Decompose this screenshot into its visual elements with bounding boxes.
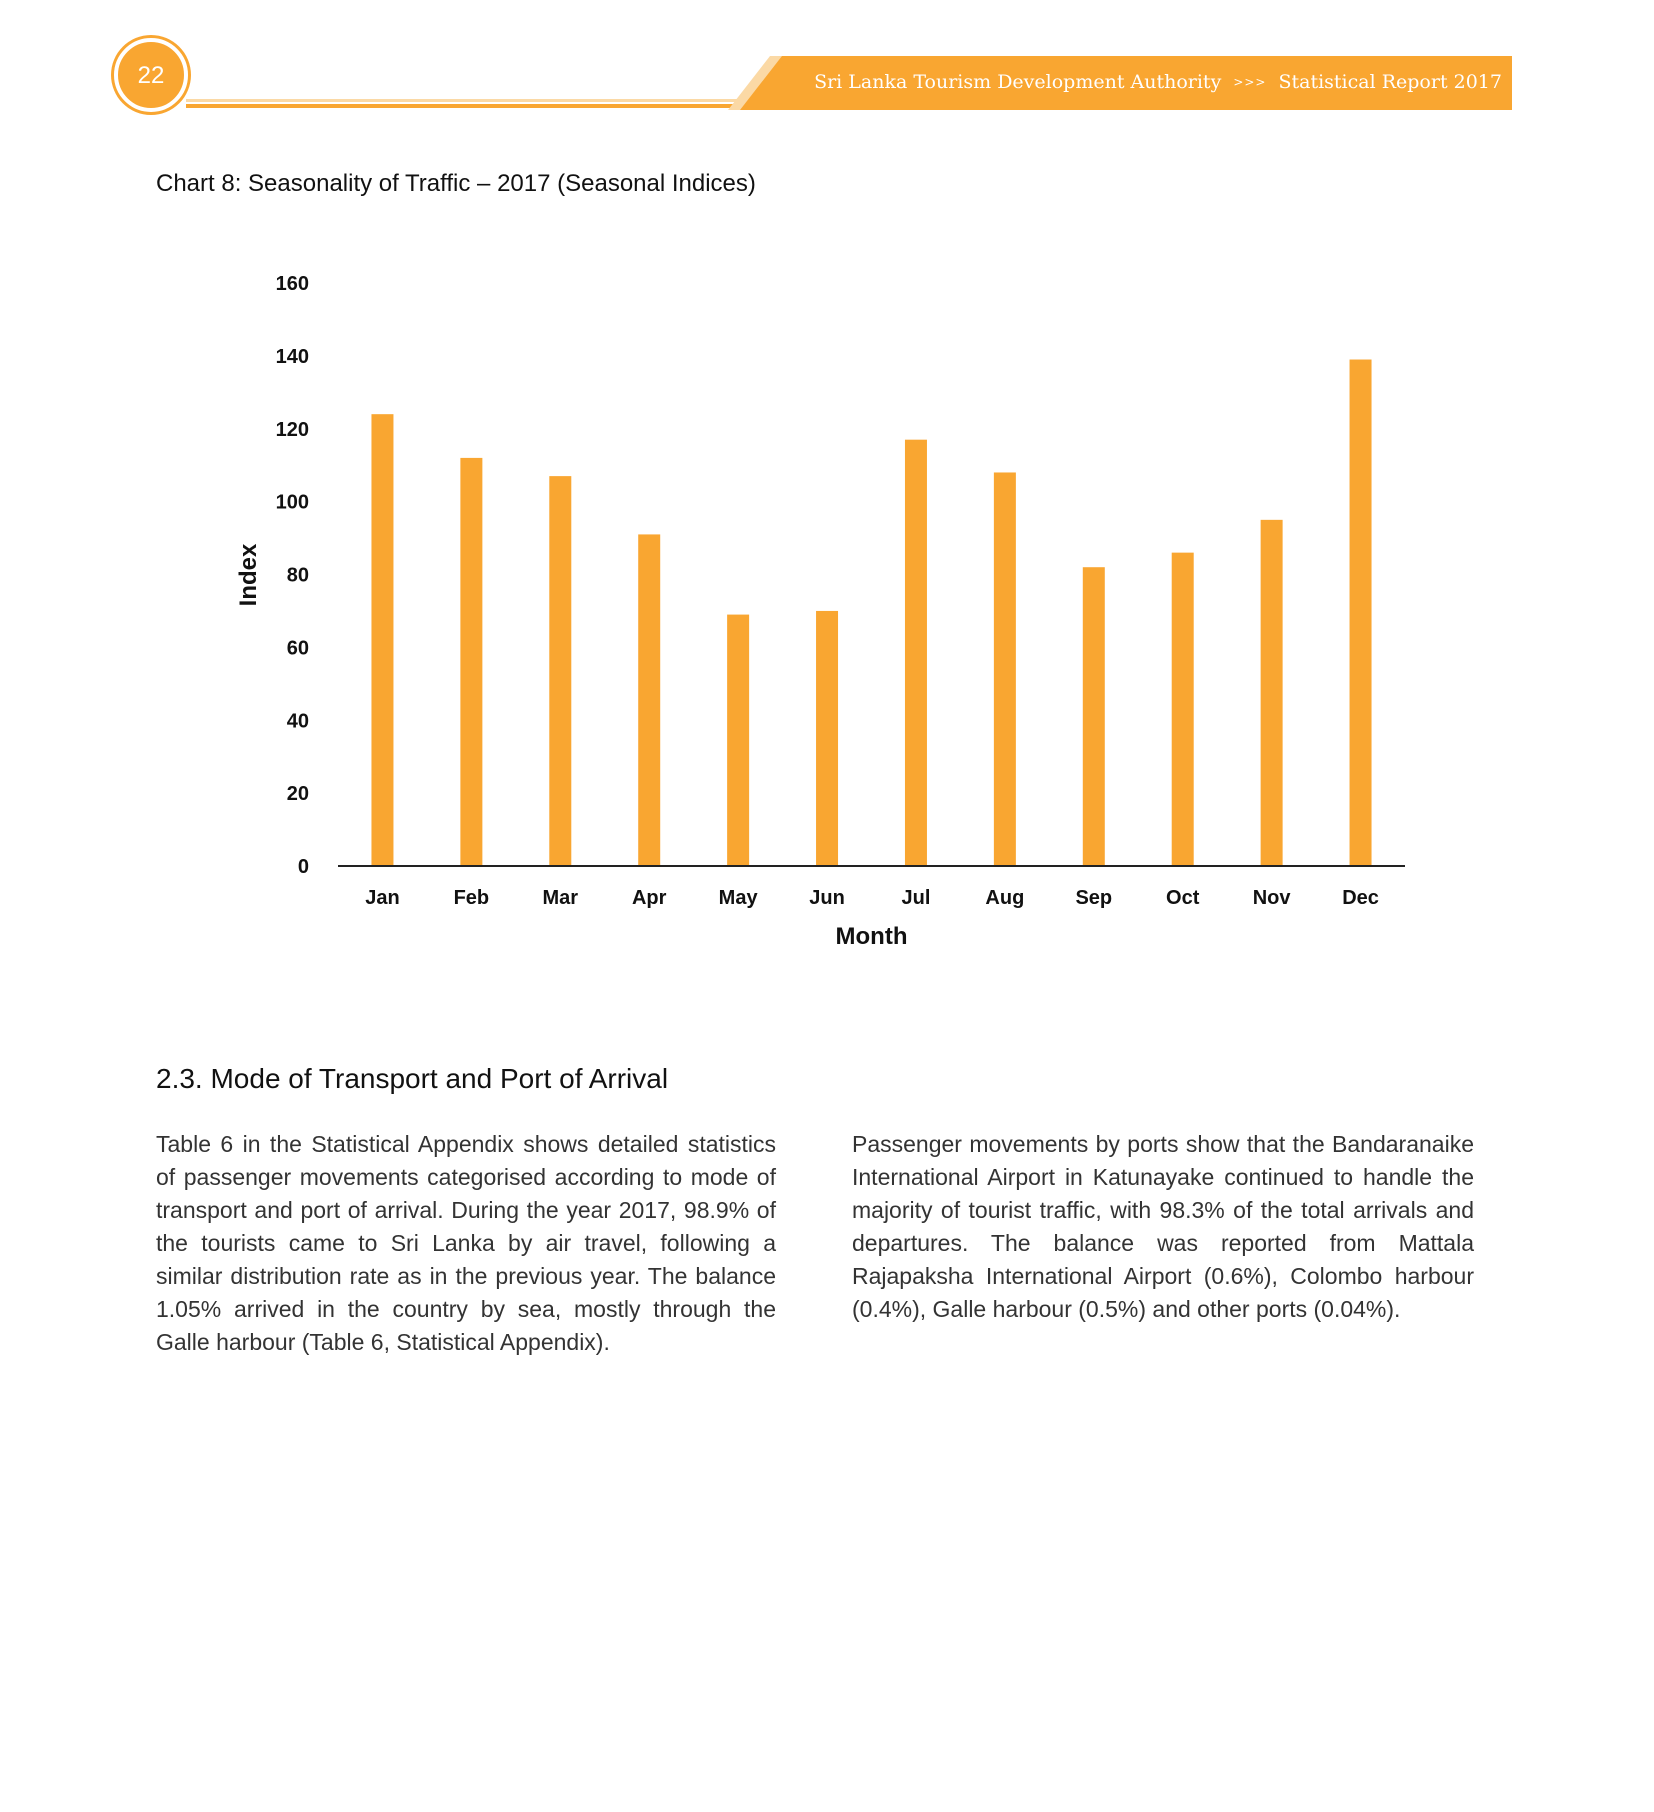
section-heading: 2.3. Mode of Transport and Port of Arriv… (156, 1063, 669, 1094)
x-tick-label: Jul (902, 887, 931, 909)
x-tick-label: Jun (809, 887, 845, 909)
x-axis-ticks: Jan Feb Mar Apr May Jun Jul Aug Sep Oct Nov Dec (365, 887, 1379, 909)
bar-feb (460, 457, 483, 866)
x-tick-label: Feb (454, 887, 490, 909)
bars (371, 359, 1372, 866)
y-axis-title: Index (235, 543, 262, 606)
x-tick-label: Apr (632, 887, 667, 909)
x-tick-label: May (719, 887, 759, 909)
bar-jan (371, 414, 394, 866)
bar-apr (638, 534, 661, 866)
bar-jul (904, 439, 927, 866)
bar-aug (993, 472, 1016, 866)
x-tick-label: Sep (1075, 887, 1112, 909)
y-tick-label: 80 (287, 565, 309, 587)
y-axis-ticks: 0 20 40 60 80 100 120 140 160 (276, 273, 309, 878)
header-org: Sri Lanka Tourism Development Authority (814, 71, 1222, 93)
header-rule-light (186, 99, 746, 102)
paragraph-right: Passenger movements by ports show that t… (852, 1131, 1474, 1322)
y-tick-label: 140 (276, 346, 309, 368)
y-tick-label: 120 (276, 419, 309, 441)
header-report: Statistical Report 2017 (1278, 71, 1502, 93)
bar-jun (816, 610, 839, 866)
header-rule (186, 104, 746, 108)
bar-sep (1082, 567, 1105, 866)
x-tick-label: Nov (1253, 887, 1292, 909)
x-tick-label: Mar (543, 887, 579, 909)
paragraph-left: Table 6 in the Statistical Appendix show… (156, 1131, 776, 1355)
y-tick-label: 60 (287, 637, 309, 659)
x-axis-title: Month (836, 923, 908, 950)
x-tick-label: Jan (365, 887, 399, 909)
y-tick-label: 100 (276, 492, 309, 514)
x-tick-label: Aug (985, 887, 1024, 909)
y-tick-label: 160 (276, 273, 309, 295)
bar-dec (1349, 359, 1372, 866)
header-bar (740, 56, 1512, 110)
bar-may (727, 614, 750, 866)
chart-title: Chart 8: Seasonality of Traffic – 2017 (… (156, 170, 756, 197)
x-tick-label: Dec (1342, 887, 1379, 909)
page-number: 22 (137, 62, 165, 89)
page-number-badge: 22 (114, 38, 188, 112)
bar-mar (549, 476, 572, 866)
bar-nov (1260, 519, 1283, 866)
y-tick-label: 40 (287, 710, 309, 732)
x-tick-label: Oct (1166, 887, 1200, 909)
header-text: Sri Lanka Tourism Development Authority >… (790, 71, 1502, 93)
header-separator: >>> (1233, 75, 1267, 89)
bar-oct (1171, 552, 1194, 866)
y-tick-label: 0 (298, 856, 309, 878)
seasonality-bar-chart: 0 20 40 60 80 100 120 140 160 Jan Feb Mar Apr May Jun… (235, 273, 1405, 950)
y-tick-label: 20 (287, 783, 309, 805)
